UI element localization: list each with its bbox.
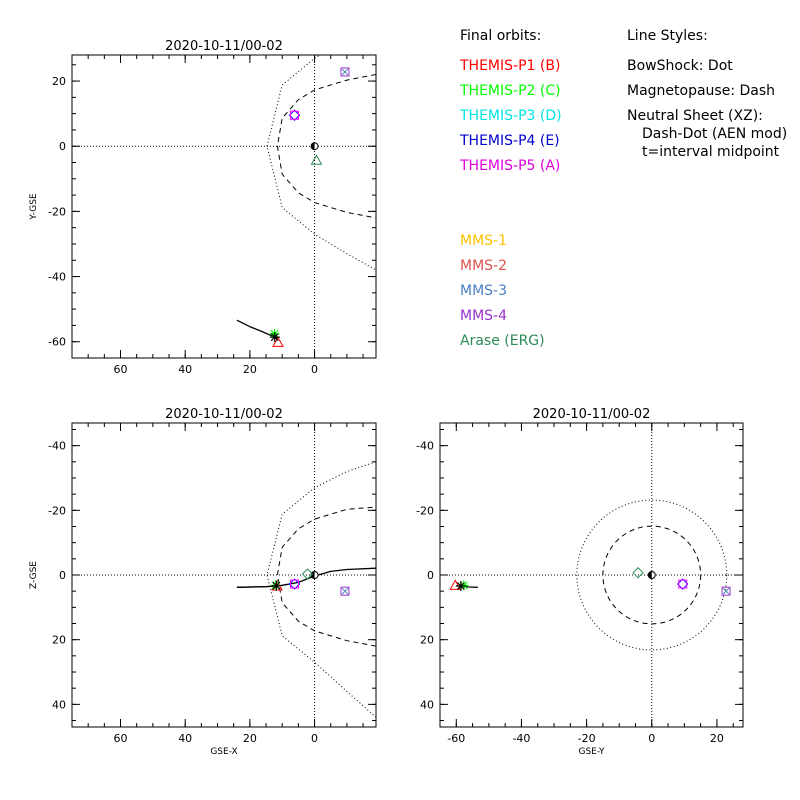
y-tick-label: -20: [416, 504, 434, 517]
marker-themis-p3: [290, 110, 300, 120]
plot-area: [440, 423, 743, 727]
legend-mission-mms1: MMS-1: [460, 233, 507, 249]
y-tick-label: 20: [52, 75, 66, 88]
marker-themis-p1: [449, 579, 462, 590]
x-axis-label: GSE-X: [210, 747, 237, 757]
x-tick-label: 0: [648, 732, 655, 745]
legend-style-magnetopause: Magnetopause: Dash: [627, 83, 775, 99]
y-tick-label: 0: [59, 140, 66, 153]
y-tick-label: 20: [52, 634, 66, 647]
plot-area: [72, 423, 376, 727]
marker-themis-p3: [678, 579, 688, 589]
marker-arase: [310, 154, 323, 165]
y-tick-label: -20: [48, 205, 66, 218]
earth-night-side: [311, 142, 315, 150]
legend-orbit-themis-p2: THEMIS-P2 (C): [459, 83, 561, 99]
marker-themis-p4: [288, 109, 301, 121]
xz-plane-panel: 60 40 20 0 40 20 0 -20 -40 2020-10-11/00-02 GSE-X Z…: [29, 407, 377, 757]
earth-night-side: [648, 571, 652, 579]
y-tick-label: -40: [416, 440, 434, 453]
legend-orbit-themis-p1: THEMIS-P1 (B): [459, 58, 560, 74]
marker-mms: [340, 67, 350, 77]
marker-themis-p5-end: [271, 580, 282, 591]
x-tick-label: 60: [114, 732, 128, 745]
marker-themis-p1: [272, 336, 284, 347]
x-tick-label: 20: [243, 363, 257, 376]
x-tick-label: 0: [311, 363, 318, 376]
yz-plane-panel: -60 -40 -20 0 20 40 20 0 -20 -40 2020-10-11/00-02 G…: [416, 407, 744, 757]
bowshock-curve: [266, 461, 376, 718]
marker-themis-p5-end: [269, 332, 280, 343]
bowshock-circle: [576, 499, 728, 651]
legend-orbit-themis-p3: THEMIS-P3 (D): [459, 108, 562, 124]
marker-themis-p4: [288, 578, 301, 590]
marker-themis-p4: [677, 578, 689, 590]
y-tick-label: -40: [48, 271, 66, 284]
x-tick-label: 20: [710, 732, 724, 745]
panel-title: 2020-10-11/00-02: [165, 407, 283, 422]
y-tick-label: 20: [420, 634, 434, 647]
x-tick-label: 60: [114, 363, 128, 376]
x-tick-label: 40: [178, 363, 192, 376]
legend-orbits-title: Final orbits:: [460, 28, 541, 44]
x-axis-label: GSE-Y: [578, 747, 605, 757]
y-tick-label: 0: [59, 569, 66, 582]
x-tick-label: 40: [178, 732, 192, 745]
y-tick-label: 40: [52, 698, 66, 711]
y-tick-label: -60: [48, 336, 66, 349]
marker-mms-inner: [341, 587, 349, 595]
legend-mission-arase: Arase (ERG): [460, 333, 545, 349]
marker-themis-p3: [290, 579, 300, 589]
y-axis-label: Z-GSE: [29, 561, 39, 589]
marker-themis-p5-end: [455, 581, 466, 591]
legend-mission-mms2: MMS-2: [460, 258, 507, 274]
y-tick-label: 40: [420, 698, 434, 711]
x-tick-label: 0: [311, 732, 318, 745]
marker-themis-p2: [458, 580, 469, 591]
y-tick-label: -20: [48, 504, 66, 517]
marker-mms-inner: [722, 587, 730, 595]
y-axis-label: Y-GSE: [29, 193, 39, 221]
plot-area: [72, 55, 376, 358]
legend-style-neutral-sheet: Neutral Sheet (XZ):: [627, 108, 763, 124]
legend: Final orbits: THEMIS-P1 (B) THEMIS-P2 (C…: [459, 28, 787, 349]
x-tick-label: -40: [512, 732, 530, 745]
y-tick-label: 0: [427, 569, 434, 582]
xy-plane-panel: 60 40 20 0 -60 -40 -20 0 20 2020-10-11/00-02 Y-GSE: [29, 39, 377, 376]
panel-title: 2020-10-11/00-02: [533, 407, 651, 422]
legend-style-bowshock: BowShock: Dot: [627, 58, 733, 74]
magnetopause-curve: [276, 506, 376, 647]
plot-frame: [71, 54, 377, 359]
magnetopause-curve: [276, 74, 376, 219]
marker-arase: [301, 568, 314, 580]
legend-style-midpoint: t=interval midpoint: [642, 144, 780, 160]
legend-style-dash-dot: Dash-Dot (AEN mod): [642, 126, 787, 142]
x-tick-label: -60: [447, 732, 465, 745]
legend-orbit-themis-p5: THEMIS-P5 (A): [459, 158, 560, 174]
x-tick-label: 20: [243, 732, 257, 745]
x-tick-label: -20: [578, 732, 596, 745]
magnetopause-circle: [602, 525, 702, 625]
legend-mission-mms4: MMS-4: [460, 308, 507, 324]
marker-mms: [721, 586, 731, 596]
y-tick-label: -40: [48, 440, 66, 453]
marker-arase: [632, 567, 644, 579]
legend-mission-mms3: MMS-3: [460, 283, 507, 299]
panel-title: 2020-10-11/00-02: [165, 39, 283, 54]
marker-mms: [340, 586, 350, 596]
orbit-track: [236, 319, 278, 340]
marker-mms-inner: [341, 68, 349, 76]
legend-orbit-themis-p4: THEMIS-P4 (E): [459, 133, 560, 149]
legend-styles-title: Line Styles:: [627, 28, 708, 44]
orbit-track: [236, 585, 278, 588]
